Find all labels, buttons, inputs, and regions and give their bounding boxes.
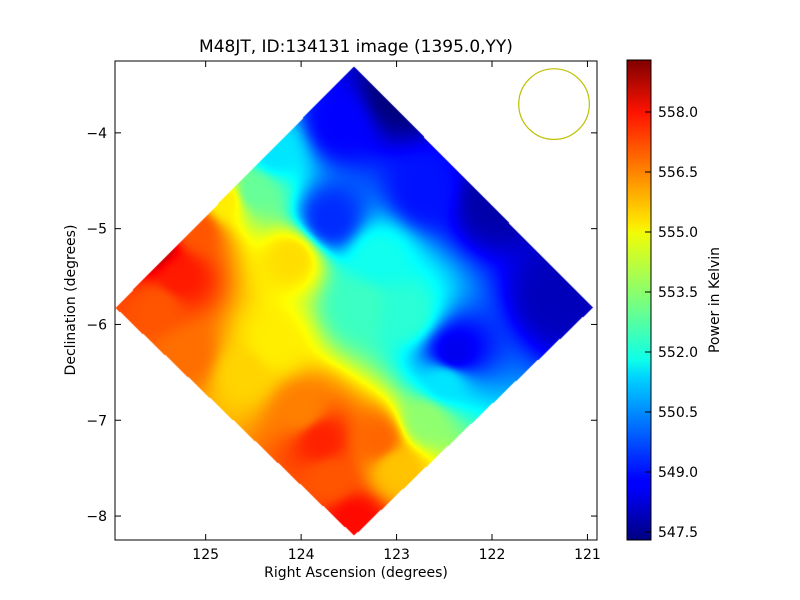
chart-title: M48JT, ID:134131 image (1395.0,YY) [199,37,513,57]
x-tick-label: 121 [574,547,601,563]
y-tick-label: −8 [86,509,107,525]
x-tick-label: 122 [479,547,506,563]
colorbar-tick-label: 553.5 [658,285,698,301]
heatmap-image [115,61,597,540]
plot-area-frame [114,60,598,541]
y-tick-label: −7 [86,413,107,429]
colorbar-tick-label: 558.0 [658,105,698,121]
y-tick-label: −4 [86,126,107,142]
colorbar [626,59,652,541]
colorbar-tick-label: 549.0 [658,465,698,481]
colorbar-tick-label: 547.5 [658,525,698,541]
y-axis-label: Declination (degrees) [63,225,79,376]
x-axis-label: Right Ascension (degrees) [264,565,448,581]
colorbar-ticks: 547.5 549.0 550.5 552.0 553.5 555.0 556.5 558.0 [645,105,698,541]
x-axis: 125 124 123 122 121 [192,61,601,563]
colorbar-tick-label: 555.0 [658,225,698,241]
y-tick-label: −6 [86,317,107,333]
y-tick-label: −5 [86,222,107,238]
beam-circle [518,68,590,141]
x-tick-label: 124 [288,547,315,563]
colorbar-tick-label: 552.0 [658,345,698,361]
x-tick-label: 123 [383,547,410,563]
colorbar-tick-label: 550.5 [658,405,698,421]
x-tick-label: 125 [192,547,219,563]
colorbar-tick-label: 556.5 [658,165,698,181]
colorbar-label: Power in Kelvin [707,247,723,353]
y-axis: −4 −5 −6 −7 −8 [86,126,597,525]
